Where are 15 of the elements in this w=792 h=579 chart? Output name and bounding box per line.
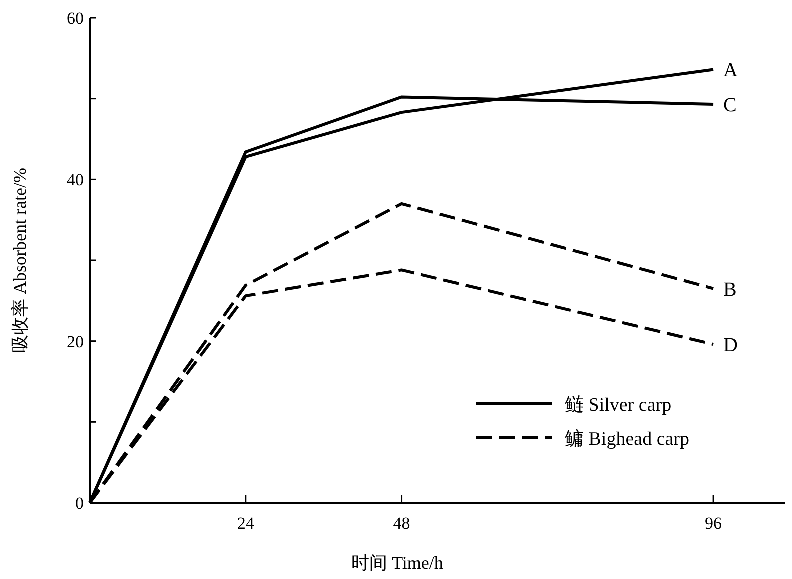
x-tick-label: 24 [237, 514, 255, 533]
series-label: A [724, 60, 739, 82]
annotation: 鲢 Silver carp [565, 395, 672, 416]
series-label: C [724, 94, 737, 116]
x-tick-label: 96 [705, 514, 722, 533]
x-tick-label: 48 [393, 514, 410, 533]
annotation: 鳙 Bighead carp [565, 429, 690, 450]
y-axis-title: 吸收率 Absorbent rate/% [10, 168, 30, 353]
y-tick-label: 20 [67, 332, 84, 352]
x-axis-title: 时间 Time/h [352, 553, 444, 573]
series-label: D [724, 334, 738, 357]
y-tick-label: 40 [67, 170, 84, 190]
y-tick-label: 60 [67, 9, 84, 28]
series-label: B [724, 278, 737, 301]
y-tick-label: 0 [76, 494, 84, 513]
